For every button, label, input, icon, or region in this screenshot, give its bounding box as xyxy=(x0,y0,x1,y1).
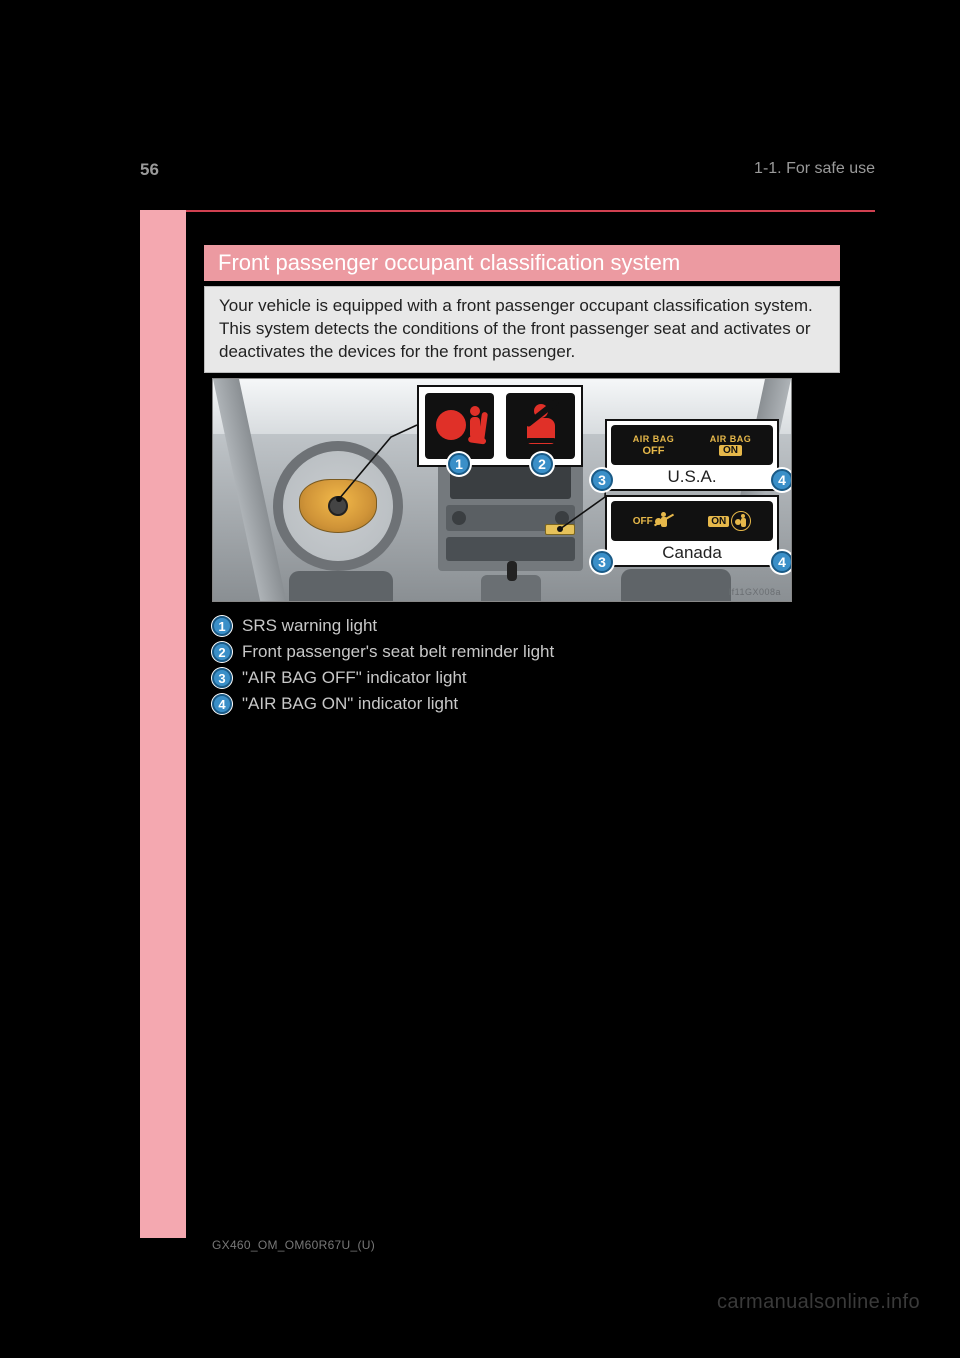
legend-num-4: 4 xyxy=(212,694,232,714)
seatbelt-reminder-icon xyxy=(506,393,575,459)
legend-label-1: SRS warning light xyxy=(242,616,377,636)
legend-label-4: "AIR BAG ON" indicator light xyxy=(242,694,458,714)
document-code: GX460_OM_OM60R67U_(U) xyxy=(212,1238,375,1252)
legend-item-4: 4 "AIR BAG ON" indicator light xyxy=(212,694,840,714)
legend-item-3: 3 "AIR BAG OFF" indicator light xyxy=(212,668,840,688)
image-code: If11GX008a xyxy=(729,587,781,597)
dashboard-diagram: 1 2 AIR BAG OFF AIR BAG ON U.S.A. OFF xyxy=(212,378,792,602)
airbag-on-label-top: AIR BAG xyxy=(710,434,752,444)
airbag-off-label-top: AIR BAG xyxy=(633,434,675,444)
usa-label: U.S.A. xyxy=(611,465,773,487)
canada-indicator-row: OFF ON xyxy=(611,501,773,541)
legend-num-3: 3 xyxy=(212,668,232,688)
callout-number-4-canada: 4 xyxy=(771,551,792,573)
callout-legend: 1 SRS warning light 2 Front passenger's … xyxy=(212,616,840,720)
airbag-on-label-bottom: ON xyxy=(719,445,742,456)
srs-warning-light-icon xyxy=(425,393,494,459)
intro-box: Your vehicle is equipped with a front pa… xyxy=(204,286,840,373)
airbag-off-label-bottom: OFF xyxy=(643,445,665,457)
airbag-off-indicator-canada: OFF xyxy=(633,513,673,529)
usa-indicator-row: AIR BAG OFF AIR BAG ON xyxy=(611,425,773,465)
seatbelt-icon xyxy=(524,404,558,448)
legend-num-2: 2 xyxy=(212,642,232,662)
legend-item-1: 1 SRS warning light xyxy=(212,616,840,636)
section-label: 1-1. For safe use xyxy=(754,160,875,180)
legend-item-2: 2 Front passenger's seat belt reminder l… xyxy=(212,642,840,662)
airbag-on-indicator-canada: ON xyxy=(708,511,751,531)
canada-on-text: ON xyxy=(708,516,729,527)
airbag-icon xyxy=(436,404,484,448)
page-number: 56 xyxy=(140,160,159,180)
regional-indicator-panels: AIR BAG OFF AIR BAG ON U.S.A. OFF ON xyxy=(605,419,779,571)
section-sidebar xyxy=(140,210,186,1238)
section-rule xyxy=(186,210,875,212)
page-header: 56 1-1. For safe use xyxy=(140,160,875,180)
legend-num-1: 1 xyxy=(212,616,232,636)
callout-number-2: 2 xyxy=(531,453,553,475)
airbag-off-indicator-usa: AIR BAG OFF xyxy=(633,434,675,457)
canada-off-text: OFF xyxy=(633,516,653,527)
airbag-on-indicator-usa: AIR BAG ON xyxy=(710,434,752,456)
legend-label-3: "AIR BAG OFF" indicator light xyxy=(242,668,467,688)
intro-text: Your vehicle is equipped with a front pa… xyxy=(219,296,813,361)
canada-panel: OFF ON Canada xyxy=(605,495,779,567)
warning-light-callout xyxy=(417,385,583,467)
callout-number-3-canada: 3 xyxy=(591,551,613,573)
callout-number-4-usa: 4 xyxy=(771,469,792,491)
watermark: carmanualsonline.info xyxy=(717,1291,920,1314)
section-title: Front passenger occupant classification … xyxy=(204,245,840,281)
legend-label-2: Front passenger's seat belt reminder lig… xyxy=(242,642,554,662)
section-title-text: Front passenger occupant classification … xyxy=(218,250,680,276)
callout-number-1: 1 xyxy=(448,453,470,475)
canada-label: Canada xyxy=(611,541,773,563)
usa-panel: AIR BAG OFF AIR BAG ON U.S.A. xyxy=(605,419,779,491)
callout-number-3-usa: 3 xyxy=(591,469,613,491)
airbag-off-pictogram-icon xyxy=(655,513,673,529)
airbag-on-pictogram-icon xyxy=(731,511,751,531)
